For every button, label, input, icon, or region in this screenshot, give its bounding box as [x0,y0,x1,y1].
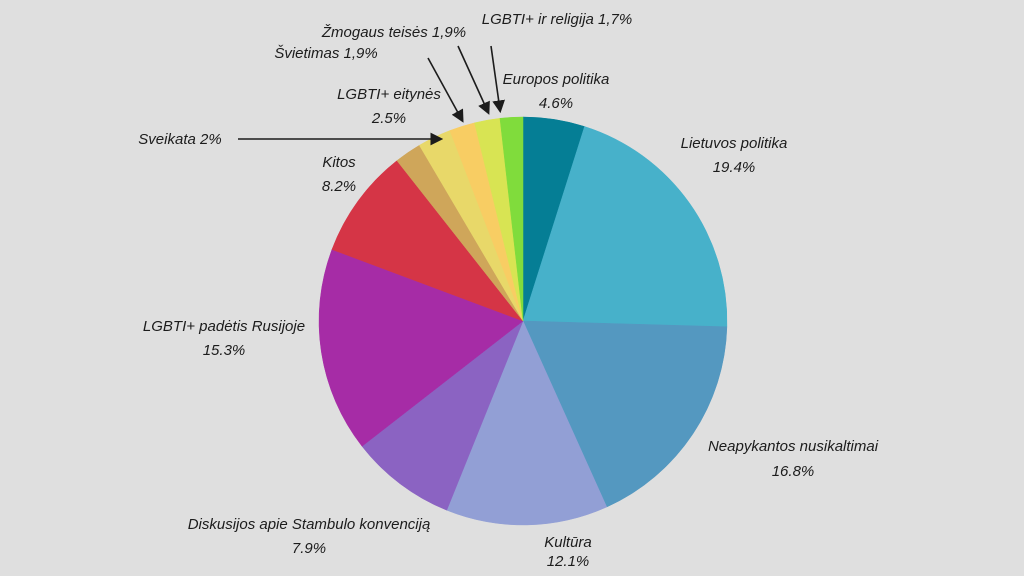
pie-slice-6 [318,249,524,447]
label-kitos-value: 8.2% [322,178,356,195]
label-sveikata: Sveikata 2% [138,131,221,148]
pie-slice-5 [361,320,524,511]
label-eitynes-value: 2.5% [371,110,406,127]
label-zmogaus: Žmogaus teisės 1,9% [321,24,466,41]
label-europos-name: Europos politika [503,71,610,88]
label-neapykantos-name: Neapykantos nusikaltimai [708,438,879,455]
pie-slice-2 [522,126,728,328]
label-neapykantos-value: 16.8% [772,463,815,480]
label-eitynes-name: LGBTI+ eitynės [337,86,441,103]
label-diskusijos-name: Diskusijos apie Stambulo konvenciją [188,516,431,533]
label-diskusijos-value: 7.9% [292,540,326,557]
arrow-zmogaus [457,45,490,115]
pie-slice-12 [499,116,524,322]
arrow-svietimas [427,57,464,123]
label-rusija-name: LGBTI+ padėtis Rusijoje [143,318,305,335]
arrow-religija [490,45,506,114]
label-lietuvos-value: 19.4% [713,159,756,176]
leader-arrows [238,45,506,146]
label-kultura-name: Kultūra [544,534,592,551]
data-labels: Europos politika 4.6% Lietuvos politika … [138,11,878,570]
label-kultura-value: 12.1% [547,553,590,570]
label-svietimas: Švietimas 1,9% [274,45,377,62]
label-kitos-name: Kitos [322,154,356,171]
label-rusija-value: 15.3% [203,342,246,359]
label-europos-value: 4.6% [539,95,573,112]
pie-slice-3 [522,320,728,508]
pie-slice-4 [446,320,608,526]
label-lietuvos-name: Lietuvos politika [681,135,788,152]
label-religija: LGBTI+ ir religija 1,7% [482,11,632,28]
pie-slices [318,116,728,526]
pie-slice-7 [331,160,524,322]
